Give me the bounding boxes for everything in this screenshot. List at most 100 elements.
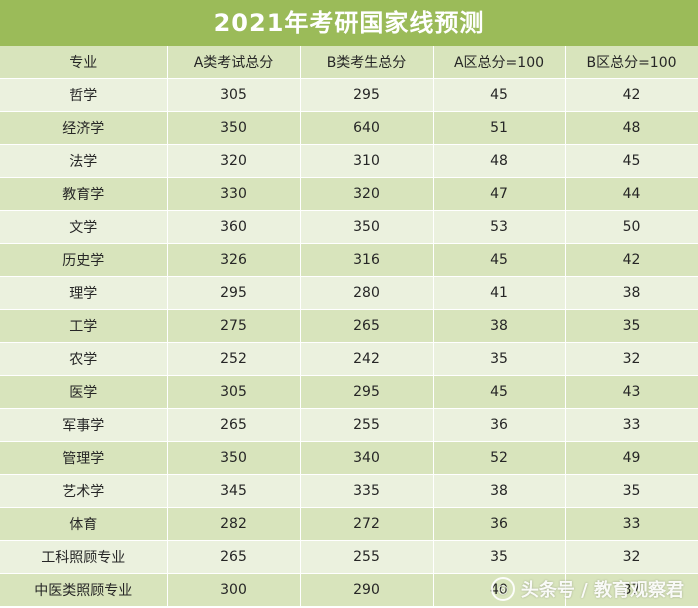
table-row: 哲学 305 295 45 42 [0, 78, 698, 112]
cell-b-total: 255 [300, 408, 434, 442]
cell-b-region: 42 [565, 78, 698, 112]
cell-b-total: 265 [300, 309, 434, 343]
cell-b-total: 310 [300, 144, 434, 178]
cell-b-total: 316 [300, 243, 434, 277]
cell-b-total: 320 [300, 177, 434, 211]
table-row: 体育 282 272 36 33 [0, 507, 698, 541]
cell-b-total: 335 [300, 474, 434, 508]
header-a-total: A类考试总分 [167, 46, 301, 79]
cell-major: 教育学 [0, 177, 168, 211]
cell-b-total: 255 [300, 540, 434, 574]
cell-major: 历史学 [0, 243, 168, 277]
cell-a-total: 300 [167, 573, 301, 607]
table-row: 农学 252 242 35 32 [0, 342, 698, 376]
cell-major: 管理学 [0, 441, 168, 475]
cell-b-total: 290 [300, 573, 434, 607]
cell-b-region: 48 [565, 111, 698, 145]
table-row: 中医类照顾专业 300 290 40 37 [0, 573, 698, 607]
cell-a-region: 47 [433, 177, 566, 211]
header-b-region: B区总分=100 [565, 46, 698, 79]
cell-major: 文学 [0, 210, 168, 244]
cell-a-total: 360 [167, 210, 301, 244]
cell-a-region: 52 [433, 441, 566, 475]
cell-b-region: 50 [565, 210, 698, 244]
cell-b-region: 33 [565, 507, 698, 541]
cell-a-total: 295 [167, 276, 301, 310]
cell-a-region: 48 [433, 144, 566, 178]
cell-a-region: 45 [433, 375, 566, 409]
cell-a-region: 35 [433, 342, 566, 376]
cell-a-total: 326 [167, 243, 301, 277]
cell-a-region: 36 [433, 408, 566, 442]
cell-major: 艺术学 [0, 474, 168, 508]
cell-b-region: 32 [565, 540, 698, 574]
cell-major: 哲学 [0, 78, 168, 112]
cell-b-total: 640 [300, 111, 434, 145]
cell-b-region: 42 [565, 243, 698, 277]
cell-b-region: 35 [565, 309, 698, 343]
cell-b-total: 295 [300, 78, 434, 112]
cell-a-total: 305 [167, 375, 301, 409]
cell-b-region: 32 [565, 342, 698, 376]
cell-a-total: 320 [167, 144, 301, 178]
cell-major: 体育 [0, 507, 168, 541]
table-header-row: 专业 A类考试总分 B类考生总分 A区总分=100 B区总分=100 [0, 46, 698, 79]
cell-a-region: 51 [433, 111, 566, 145]
cell-major: 法学 [0, 144, 168, 178]
table-row: 工学 275 265 38 35 [0, 309, 698, 343]
table-body: 哲学 305 295 45 42 经济学 350 640 51 48 法学 320 310 48 45 教育学… [0, 78, 698, 607]
cell-b-total: 242 [300, 342, 434, 376]
table-row: 管理学 350 340 52 49 [0, 441, 698, 475]
table-row: 军事学 265 255 36 33 [0, 408, 698, 442]
cell-a-total: 282 [167, 507, 301, 541]
cell-a-total: 305 [167, 78, 301, 112]
table-row: 经济学 350 640 51 48 [0, 111, 698, 145]
cell-a-region: 36 [433, 507, 566, 541]
header-major: 专业 [0, 46, 168, 79]
cell-b-region: 44 [565, 177, 698, 211]
cell-a-total: 265 [167, 540, 301, 574]
cell-major: 工科照顾专业 [0, 540, 168, 574]
cell-a-total: 275 [167, 309, 301, 343]
table-title: 2021年考研国家线预测 [0, 0, 698, 46]
cell-major: 军事学 [0, 408, 168, 442]
cell-a-total: 265 [167, 408, 301, 442]
cell-a-total: 350 [167, 441, 301, 475]
cell-major: 经济学 [0, 111, 168, 145]
table-row: 文学 360 350 53 50 [0, 210, 698, 244]
cell-a-region: 35 [433, 540, 566, 574]
table-row: 艺术学 345 335 38 35 [0, 474, 698, 508]
cell-b-region: 49 [565, 441, 698, 475]
cell-a-region: 38 [433, 309, 566, 343]
table-row: 历史学 326 316 45 42 [0, 243, 698, 277]
score-table: 专业 A类考试总分 B类考生总分 A区总分=100 B区总分=100 哲学 305… [0, 46, 698, 607]
table-row: 医学 305 295 45 43 [0, 375, 698, 409]
cell-a-total: 330 [167, 177, 301, 211]
cell-major: 工学 [0, 309, 168, 343]
cell-b-total: 350 [300, 210, 434, 244]
cell-a-total: 345 [167, 474, 301, 508]
header-a-region: A区总分=100 [433, 46, 566, 79]
cell-a-region: 41 [433, 276, 566, 310]
cell-a-region: 40 [433, 573, 566, 607]
table-row: 法学 320 310 48 45 [0, 144, 698, 178]
cell-b-region: 35 [565, 474, 698, 508]
cell-b-total: 340 [300, 441, 434, 475]
cell-a-total: 350 [167, 111, 301, 145]
cell-major: 农学 [0, 342, 168, 376]
cell-a-region: 53 [433, 210, 566, 244]
cell-major: 医学 [0, 375, 168, 409]
table-row: 理学 295 280 41 38 [0, 276, 698, 310]
cell-a-region: 45 [433, 78, 566, 112]
cell-b-region: 45 [565, 144, 698, 178]
cell-b-region: 37 [565, 573, 698, 607]
cell-major: 中医类照顾专业 [0, 573, 168, 607]
cell-major: 理学 [0, 276, 168, 310]
cell-b-total: 280 [300, 276, 434, 310]
cell-a-total: 252 [167, 342, 301, 376]
cell-b-region: 33 [565, 408, 698, 442]
header-b-total: B类考生总分 [300, 46, 434, 79]
cell-a-region: 38 [433, 474, 566, 508]
cell-b-region: 43 [565, 375, 698, 409]
